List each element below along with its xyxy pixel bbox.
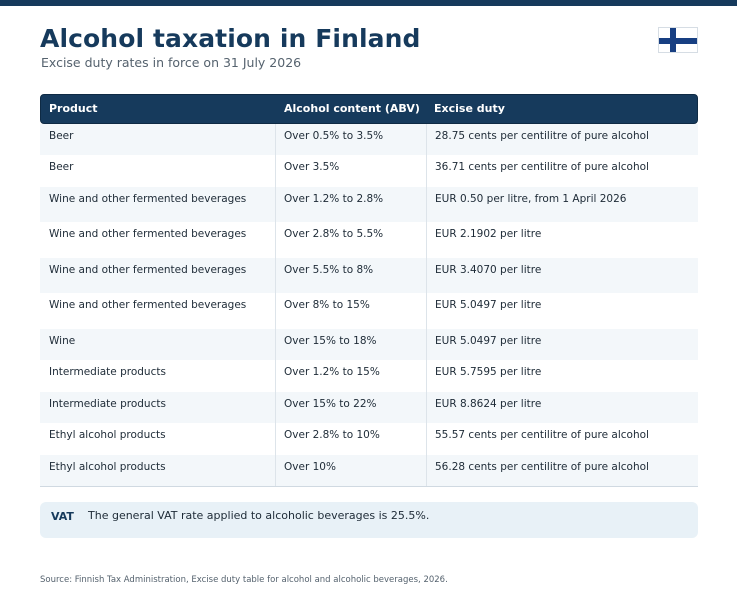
table-row: Intermediate products Over 1.2% to 15% E… xyxy=(40,360,698,392)
page-title: Alcohol taxation in Finland xyxy=(40,24,421,53)
cell-abv: Over 15% to 22% xyxy=(284,398,377,410)
cell-product: Beer xyxy=(49,161,74,173)
cell-duty: 36.71 cents per centilitre of pure alcoh… xyxy=(435,161,649,173)
table-row: Ethyl alcohol products Over 2.8% to 10% … xyxy=(40,423,698,455)
cell-abv: Over 2.8% to 10% xyxy=(284,429,380,441)
cell-product: Ethyl alcohol products xyxy=(49,461,166,473)
cell-duty: 28.75 cents per centilitre of pure alcoh… xyxy=(435,130,649,142)
table-row: Wine and other fermented beverages Over … xyxy=(40,222,698,258)
cell-product: Beer xyxy=(49,130,74,142)
vat-label: VAT xyxy=(51,510,74,523)
excise-duty-table: Product Alcohol content (ABV) Excise dut… xyxy=(40,94,698,486)
cell-duty: EUR 5.0497 per litre xyxy=(435,335,542,347)
cell-abv: Over 2.8% to 5.5% xyxy=(284,228,384,240)
cell-abv: Over 1.2% to 2.8% xyxy=(284,193,384,205)
cell-duty: 56.28 cents per centilitre of pure alcoh… xyxy=(435,461,649,473)
cell-product: Wine xyxy=(49,335,76,347)
cell-duty: EUR 8.8624 per litre xyxy=(435,398,542,410)
cell-product: Wine and other fermented beverages xyxy=(49,228,247,240)
table-row: Beer Over 0.5% to 3.5% 28.75 cents per c… xyxy=(40,124,698,155)
column-divider xyxy=(275,124,276,486)
cell-duty: EUR 0.50 per litre, from 1 April 2026 xyxy=(435,193,627,205)
table-row: Ethyl alcohol products Over 10% 56.28 ce… xyxy=(40,455,698,486)
table-row: Wine and other fermented beverages Over … xyxy=(40,293,698,329)
cell-duty: 55.57 cents per centilitre of pure alcoh… xyxy=(435,429,649,441)
cell-product: Intermediate products xyxy=(49,398,166,410)
cell-abv: Over 8% to 15% xyxy=(284,299,370,311)
top-accent-bar xyxy=(0,0,737,6)
cell-product: Wine and other fermented beverages xyxy=(49,299,247,311)
cell-product: Wine and other fermented beverages xyxy=(49,264,247,276)
cell-abv: Over 3.5% xyxy=(284,161,340,173)
cell-product: Wine and other fermented beverages xyxy=(49,193,247,205)
table-row: Wine and other fermented beverages Over … xyxy=(40,258,698,293)
column-divider xyxy=(426,124,427,486)
table-row: Intermediate products Over 15% to 22% EU… xyxy=(40,392,698,423)
table-row: Wine and other fermented beverages Over … xyxy=(40,187,698,222)
table-row: Wine Over 15% to 18% EUR 5.0497 per litr… xyxy=(40,329,698,360)
cell-duty: EUR 3.4070 per litre xyxy=(435,264,542,276)
page-subtitle: Excise duty rates in force on 31 July 20… xyxy=(41,55,302,70)
source-note: Source: Finnish Tax Administration, Exci… xyxy=(40,575,448,585)
table-row: Beer Over 3.5% 36.71 cents per centilitr… xyxy=(40,155,698,187)
vat-note: VAT The general VAT rate applied to alco… xyxy=(40,502,698,538)
cell-duty: EUR 2.1902 per litre xyxy=(435,228,542,240)
cell-abv: Over 10% xyxy=(284,461,336,473)
column-header-product: Product xyxy=(49,102,98,115)
cell-abv: Over 0.5% to 3.5% xyxy=(284,130,384,142)
column-header-excise-duty: Excise duty xyxy=(434,102,505,115)
cell-abv: Over 15% to 18% xyxy=(284,335,377,347)
table-header: Product Alcohol content (ABV) Excise dut… xyxy=(40,94,698,124)
vat-text: The general VAT rate applied to alcoholi… xyxy=(88,509,430,522)
cell-abv: Over 1.2% to 15% xyxy=(284,366,380,378)
column-header-abv: Alcohol content (ABV) xyxy=(284,102,420,115)
cell-product: Intermediate products xyxy=(49,366,166,378)
cell-abv: Over 5.5% to 8% xyxy=(284,264,374,276)
table-bottom-border xyxy=(40,486,698,487)
finland-flag-icon xyxy=(658,27,698,53)
cell-duty: EUR 5.7595 per litre xyxy=(435,366,542,378)
cell-duty: EUR 5.0497 per litre xyxy=(435,299,542,311)
cell-product: Ethyl alcohol products xyxy=(49,429,166,441)
